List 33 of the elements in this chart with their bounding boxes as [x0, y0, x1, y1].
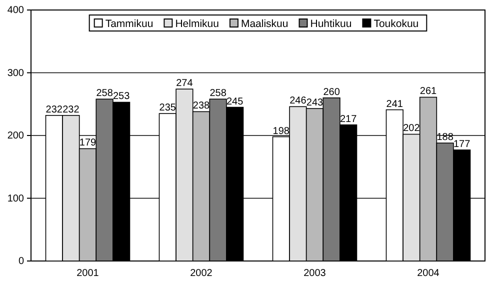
y-tick-label: 0 — [18, 256, 24, 268]
y-tick-label: 200 — [7, 130, 24, 142]
data-label: 238 — [192, 100, 210, 112]
data-label: 177 — [454, 138, 471, 150]
legend-label: Toukokuu — [374, 18, 419, 30]
data-label: 217 — [340, 114, 358, 125]
x-tick-label: 2003 — [304, 268, 326, 280]
y-tick-label: 400 — [7, 5, 24, 16]
legend-label: Maaliskuu — [240, 18, 288, 30]
data-label: 260 — [323, 86, 340, 98]
data-label: 253 — [113, 91, 130, 102]
legend-label: Tammikuu — [105, 18, 154, 30]
data-label: 232 — [62, 104, 80, 116]
data-label: 261 — [420, 86, 438, 98]
data-label: 243 — [306, 98, 324, 109]
x-tick-label: 2002 — [190, 268, 213, 280]
x-tick-label: 2004 — [417, 268, 440, 280]
data-label: 202 — [403, 123, 420, 134]
data-label: 245 — [226, 96, 244, 108]
data-label: 232 — [46, 104, 63, 116]
data-label: 258 — [210, 88, 227, 100]
data-label: 274 — [176, 78, 194, 90]
legend-label: Huhtikuu — [310, 18, 352, 30]
data-label: 179 — [79, 138, 97, 149]
data-label: 241 — [386, 98, 404, 110]
x-tick-label: 2001 — [76, 268, 100, 280]
legend-label: Helmikuu — [175, 18, 220, 30]
data-label: 246 — [290, 96, 307, 107]
data-label: 198 — [272, 126, 290, 137]
y-tick-label: 100 — [7, 193, 24, 204]
y-tick-label: 300 — [7, 68, 24, 79]
data-label: 235 — [159, 102, 176, 114]
data-label: 258 — [96, 88, 114, 100]
